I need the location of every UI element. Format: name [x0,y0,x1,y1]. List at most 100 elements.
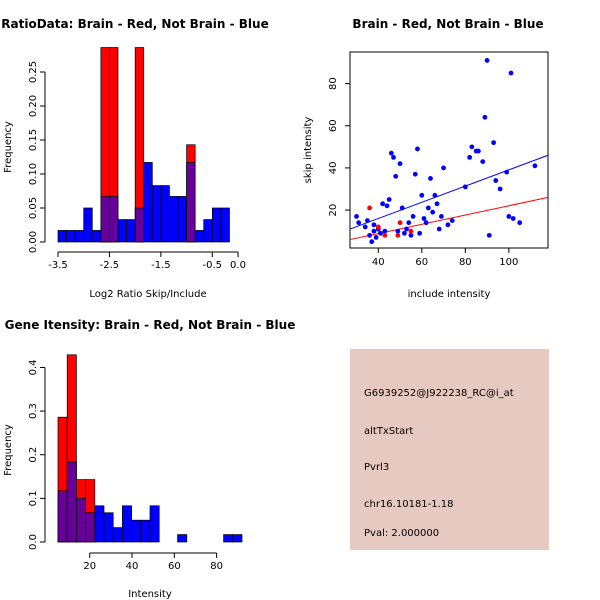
scatter-point-blue [393,173,399,179]
scatter-point-blue [436,226,442,232]
ratio-bar-overlap-5 [100,196,110,243]
intensity-bar-blue-18 [223,534,234,543]
ratio-y-tick-label: 0.05 [28,197,39,219]
scatter-point-blue [410,213,416,219]
ratio-x-tick-label: -2.5 [100,260,120,271]
scatter-point-blue [484,58,490,63]
scatter-point-blue [491,140,497,146]
scatter-point-blue [467,154,473,160]
intensity-histogram-xlabel: Intensity [128,589,172,600]
scatter-point-blue [362,224,368,230]
scatter-point-blue [369,239,375,245]
scatter-point-blue [408,232,414,238]
scatter-point-blue [469,144,475,150]
scatter-point-blue [371,222,377,228]
ratio-bar-blue-18 [211,207,222,243]
scatter-fit-line-blue [349,154,549,230]
scatter-point-blue [462,184,468,190]
ratio-x-tick-label: -3.5 [48,260,68,271]
scatter-y-tick-label: 20 [328,204,339,217]
scatter-ylabel: skip intensity [303,117,314,184]
info-box-background [350,349,549,550]
scatter-point-red [375,224,381,230]
scatter-x-tick-label: 60 [415,257,428,268]
scatter-point-blue [438,213,444,219]
scatter-point-blue [493,178,499,183]
scatter-panel: Brain - Red, Not Brain - Blue include in… [303,17,549,300]
scatter-point-red [382,232,388,238]
scatter-point-blue [419,192,425,198]
intensity-bar-overlap-3 [85,512,96,543]
ratio-bar-blue-12 [160,185,170,243]
ratio-y-tick-label: 0.00 [28,231,39,253]
intensity-histogram-ylabel: Frequency [3,424,14,476]
scatter-point-blue [506,213,512,219]
intensity-y-tick-label: 0.4 [28,360,39,376]
ratio-bar-blue-0 [57,230,67,243]
ratio-bar-blue-8 [126,219,136,243]
info-location: chr16.10181-1.18 [364,499,454,510]
ratio-bar-blue-19 [220,207,230,243]
scatter-point-red [367,205,372,211]
ratio-y-tick-label: 0.10 [28,163,39,185]
scatter-point-blue [382,228,388,234]
ratio-histogram-ylabel: Frequency [3,121,14,173]
ratio-y-tick-label: 0.20 [28,95,39,117]
scatter-point-blue [384,203,390,209]
scatter-y-tick-label: 40 [328,162,339,175]
scatter-point-blue [415,146,420,152]
intensity-bar-blue-10 [149,505,160,543]
scatter-point-blue [404,226,409,232]
ratio-histogram-xlabel: Log2 Ratio Skip/Include [89,289,206,300]
ratio-bar-overlap-9 [134,207,145,243]
scatter-x-tick-label: 100 [499,257,518,268]
scatter-point-blue [373,235,379,240]
intensity-y-tick-label: 0.3 [28,403,39,419]
scatter-point-blue [378,230,383,236]
ratio-y-tick-label: 0.15 [28,129,39,151]
scatter-point-blue [497,186,503,192]
ratio-bar-overlap-6 [109,196,119,243]
intensity-x-tick-label: 20 [83,561,96,572]
scatter-point-blue [475,148,481,154]
intensity-bar-overlap-0 [57,490,68,543]
scatter-x-tick-label: 40 [372,257,385,268]
intensity-bar-blue-4 [94,505,105,543]
scatter-x-tick-label: 80 [459,257,472,268]
scatter-point-blue [449,218,455,224]
ratio-histogram-title: RatioData: Brain - Red, Not Brain - Blue [1,17,268,31]
ratio-bar-blue-16 [194,230,205,243]
scatter-title: Brain - Red, Not Brain - Blue [352,17,543,31]
intensity-histogram-panel: Gene Itensity: Brain - Red, Not Brain - … [3,318,295,600]
intensity-y-tick-label: 0.2 [28,447,39,463]
scatter-point-blue [401,230,407,236]
ratio-histogram-panel: RatioData: Brain - Red, Not Brain - Blue… [1,17,268,300]
scatter-point-blue [480,159,486,164]
scatter-point-blue [508,70,514,76]
scatter-point-blue [406,220,412,226]
info-pval: Pval: 2.000000 [364,528,439,539]
intensity-y-tick-label: 0.1 [28,490,39,506]
ratio-bar-blue-10 [143,162,153,243]
intensity-histogram-axes: 20 40 60 80 0.0 0.1 0.2 0.3 0.4 [28,360,223,572]
ratio-x-tick-label: -1.5 [151,260,171,271]
scatter-points [354,58,538,245]
ratio-x-tick-label: 0.0 [230,260,246,271]
ratio-bar-blue-2 [74,230,85,243]
ratio-histogram-bars [57,47,230,243]
intensity-bar-overlap-2 [76,498,86,543]
scatter-axes: 40 60 80 100 20 40 60 80 [328,77,518,268]
ratio-y-tick-label: 0.25 [28,61,39,83]
scatter-point-blue [432,192,438,198]
scatter-point-red [397,220,403,226]
intensity-bar-blue-6 [112,527,123,543]
intensity-bar-blue-7 [122,505,132,543]
ratio-bar-blue-13 [169,196,179,243]
ratio-bar-blue-14 [177,196,187,243]
intensity-y-tick-label: 0.0 [28,534,39,550]
scatter-point-blue [434,201,440,207]
intensity-bar-blue-19 [232,534,243,543]
intensity-histogram-title: Gene Itensity: Brain - Red, Not Brain - … [5,318,296,332]
scatter-point-blue [441,165,446,171]
scatter-xlabel: include intensity [408,289,491,300]
